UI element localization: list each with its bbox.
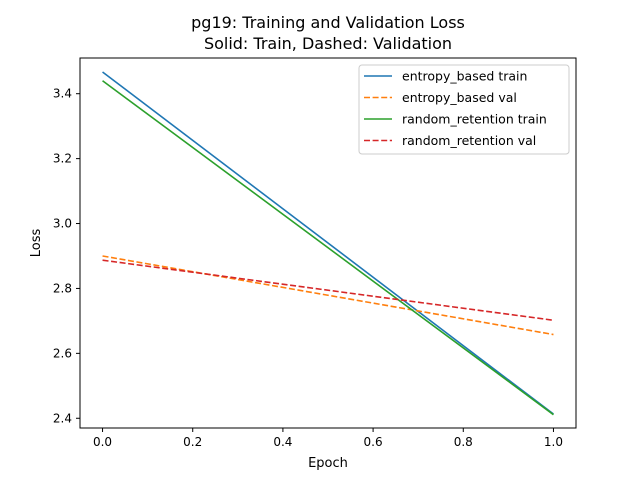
y-tick-label: 3.0 bbox=[53, 217, 72, 231]
legend-entry-label: random_retention val bbox=[402, 133, 536, 148]
chart-subtitle: Solid: Train, Dashed: Validation bbox=[204, 34, 452, 53]
legend-frame bbox=[358, 64, 570, 155]
series-layer bbox=[102, 71, 554, 416]
x-axis-label: Epoch bbox=[308, 456, 348, 471]
x-tick-label: 1.0 bbox=[544, 435, 563, 449]
x-axis-ticks: 0.0 0.2 0.4 0.6 0.8 1.0 bbox=[93, 428, 563, 449]
x-tick-label: 0.8 bbox=[454, 435, 473, 449]
y-tick-label: 2.6 bbox=[53, 346, 72, 360]
x-tick-label: 0.2 bbox=[183, 435, 202, 449]
legend-entry-label: entropy_based val bbox=[402, 90, 517, 105]
y-tick-label: 2.4 bbox=[53, 411, 72, 425]
series-line-entropy-based-val bbox=[102, 255, 554, 336]
x-tick-label: 0.4 bbox=[273, 435, 292, 449]
y-axis-ticks: 2.4 2.6 2.8 3.0 3.2 3.4 bbox=[53, 87, 80, 425]
series-line-random-retention-val bbox=[102, 259, 554, 322]
y-tick-label: 3.4 bbox=[53, 87, 72, 101]
legend: entropy_based train entropy_based val rand… bbox=[358, 64, 570, 155]
legend-entry-label: entropy_based train bbox=[402, 69, 527, 84]
x-tick-label: 0.0 bbox=[93, 435, 112, 449]
plot-frame bbox=[79, 57, 577, 429]
x-tick-label: 0.6 bbox=[364, 435, 383, 449]
y-tick-label: 3.2 bbox=[53, 152, 72, 166]
y-axis-label: Loss bbox=[29, 229, 44, 258]
legend-entry-label: random_retention train bbox=[402, 112, 547, 127]
chart-title: pg19: Training and Validation Loss bbox=[191, 13, 465, 32]
y-tick-label: 2.8 bbox=[53, 281, 72, 295]
series-line-random-retention-train bbox=[102, 80, 554, 416]
series-line-entropy-based-train bbox=[102, 71, 554, 415]
